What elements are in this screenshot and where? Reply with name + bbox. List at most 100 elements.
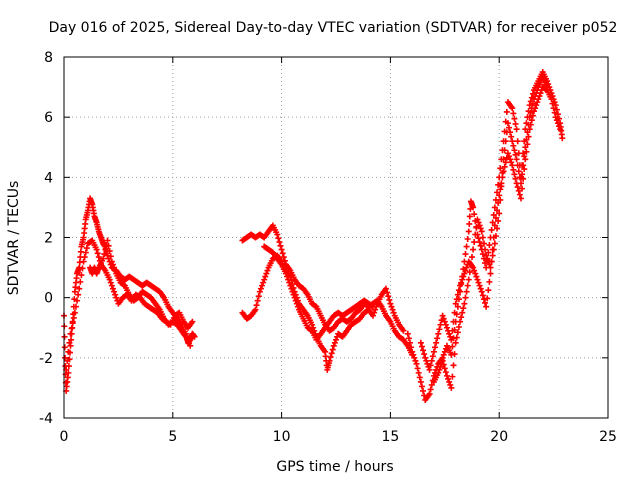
data-point bbox=[497, 165, 504, 172]
data-point bbox=[113, 294, 120, 301]
data-point bbox=[458, 279, 465, 286]
data-point bbox=[488, 226, 495, 233]
data-point bbox=[455, 323, 462, 330]
data-point bbox=[406, 339, 413, 346]
data-point bbox=[72, 303, 79, 310]
data-point bbox=[415, 369, 422, 376]
data-point bbox=[330, 342, 337, 349]
data-point bbox=[486, 242, 493, 249]
data-point bbox=[495, 217, 502, 224]
data-point bbox=[331, 339, 338, 346]
data-point bbox=[387, 300, 394, 307]
data-point bbox=[329, 346, 336, 353]
data-point bbox=[501, 147, 508, 154]
data-point bbox=[550, 105, 557, 112]
data-point bbox=[439, 312, 446, 319]
data-point bbox=[470, 204, 477, 211]
x-tick-label: 25 bbox=[599, 429, 617, 445]
data-point bbox=[524, 129, 531, 136]
data-point bbox=[109, 261, 116, 268]
data-point bbox=[427, 386, 434, 393]
data-point bbox=[75, 291, 82, 298]
data-point bbox=[68, 336, 75, 343]
data-point bbox=[491, 222, 498, 229]
data-point bbox=[424, 360, 431, 367]
data-point bbox=[554, 120, 561, 127]
data-point bbox=[326, 357, 333, 364]
data-point bbox=[467, 261, 474, 268]
data-point bbox=[487, 270, 494, 277]
data-point bbox=[502, 159, 509, 166]
data-point bbox=[532, 93, 539, 100]
data-point bbox=[386, 296, 393, 303]
data-point bbox=[551, 109, 558, 116]
data-point bbox=[261, 276, 268, 283]
data-point bbox=[412, 357, 419, 364]
x-tick-label: 15 bbox=[381, 429, 399, 445]
data-point bbox=[112, 291, 119, 298]
data-point bbox=[498, 183, 505, 190]
data-point bbox=[484, 295, 491, 302]
data-point bbox=[520, 150, 527, 157]
data-point bbox=[520, 162, 527, 169]
data-point bbox=[454, 291, 461, 298]
data-point bbox=[476, 282, 483, 289]
data-point bbox=[471, 239, 478, 246]
data-point bbox=[106, 248, 113, 255]
data-point bbox=[446, 330, 453, 337]
data-point bbox=[482, 246, 489, 253]
data-point bbox=[526, 102, 533, 109]
data-point bbox=[254, 297, 261, 304]
data-point bbox=[81, 254, 88, 261]
data-point bbox=[369, 312, 376, 319]
data-point bbox=[488, 258, 495, 265]
data-point bbox=[187, 342, 194, 349]
data-point bbox=[556, 123, 563, 130]
data-point bbox=[280, 254, 287, 261]
data-point bbox=[284, 273, 291, 280]
y-tick-label: -4 bbox=[39, 411, 53, 427]
data-point bbox=[290, 291, 297, 298]
data-point bbox=[430, 348, 437, 355]
data-point bbox=[443, 324, 450, 331]
data-point bbox=[461, 300, 468, 307]
data-point bbox=[496, 192, 503, 199]
chart-title: Day 016 of 2025, Sidereal Day-to-day VTE… bbox=[49, 20, 618, 36]
data-point bbox=[400, 327, 407, 334]
data-point bbox=[472, 231, 479, 238]
data-point bbox=[450, 318, 457, 325]
data-point bbox=[112, 267, 119, 274]
data-point bbox=[79, 265, 86, 272]
data-point bbox=[533, 102, 540, 109]
data-point bbox=[492, 214, 499, 221]
data-point bbox=[309, 321, 316, 328]
data-point bbox=[292, 297, 299, 304]
x-tick-label: 5 bbox=[168, 429, 177, 445]
data-point bbox=[484, 255, 491, 262]
data-point bbox=[458, 314, 465, 321]
data-point bbox=[464, 282, 471, 289]
data-point bbox=[460, 273, 467, 280]
data-point bbox=[291, 294, 298, 301]
data-point bbox=[369, 303, 376, 310]
x-axis-label: GPS time / hours bbox=[276, 459, 393, 475]
data-point bbox=[389, 306, 396, 313]
data-point bbox=[512, 120, 519, 127]
data-point bbox=[61, 344, 68, 351]
data-point bbox=[505, 124, 512, 131]
data-point bbox=[440, 315, 447, 322]
data-point bbox=[499, 169, 506, 176]
data-point bbox=[521, 153, 528, 160]
data-point bbox=[74, 297, 81, 304]
data-point bbox=[497, 186, 504, 193]
data-point bbox=[477, 242, 484, 249]
data-point bbox=[411, 354, 418, 361]
data-point bbox=[409, 348, 416, 355]
data-point bbox=[509, 138, 516, 145]
data-point bbox=[522, 156, 529, 163]
data-point bbox=[528, 105, 535, 112]
data-point bbox=[422, 354, 429, 361]
data-point bbox=[479, 234, 486, 241]
data-point bbox=[191, 333, 198, 340]
data-point bbox=[65, 348, 72, 355]
